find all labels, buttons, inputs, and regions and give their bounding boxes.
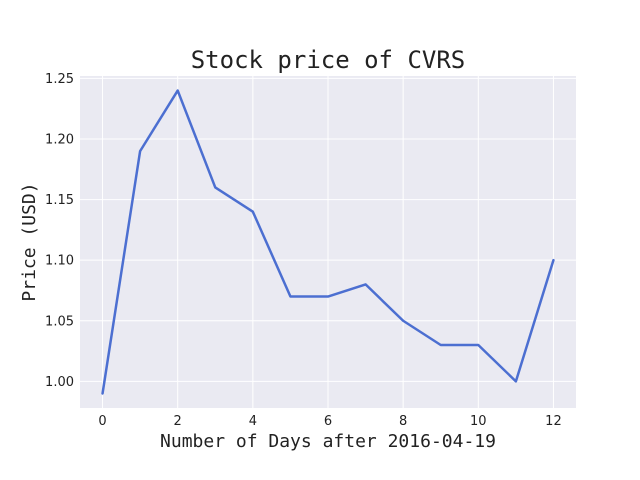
x-tick-label: 6 bbox=[324, 414, 332, 429]
y-tick-label: 1.15 bbox=[45, 193, 74, 208]
x-tick-label: 0 bbox=[98, 414, 106, 429]
x-tick-label: 10 bbox=[470, 414, 487, 429]
y-tick-label: 1.20 bbox=[45, 133, 74, 148]
x-tick-labels: 0 2 4 6 8 10 12 bbox=[98, 414, 561, 429]
x-tick-label: 8 bbox=[399, 414, 407, 429]
chart-title: Stock price of CVRS bbox=[191, 46, 466, 74]
y-tick-labels: 1.00 1.05 1.10 1.15 1.20 1.25 bbox=[45, 72, 74, 390]
x-tick-label: 2 bbox=[174, 414, 182, 429]
grid bbox=[80, 76, 576, 408]
y-tick-label: 1.00 bbox=[45, 375, 74, 390]
y-axis-label: Price (USD) bbox=[19, 182, 40, 301]
x-tick-label: 12 bbox=[545, 414, 562, 429]
x-tick-label: 4 bbox=[249, 414, 257, 429]
y-tick-label: 1.25 bbox=[45, 72, 74, 87]
series-line-0 bbox=[101, 89, 555, 395]
y-tick-label: 1.10 bbox=[45, 254, 74, 269]
series-layer bbox=[101, 89, 555, 395]
y-tick-label: 1.05 bbox=[45, 314, 74, 329]
x-axis-label: Number of Days after 2016-04-19 bbox=[160, 431, 496, 452]
